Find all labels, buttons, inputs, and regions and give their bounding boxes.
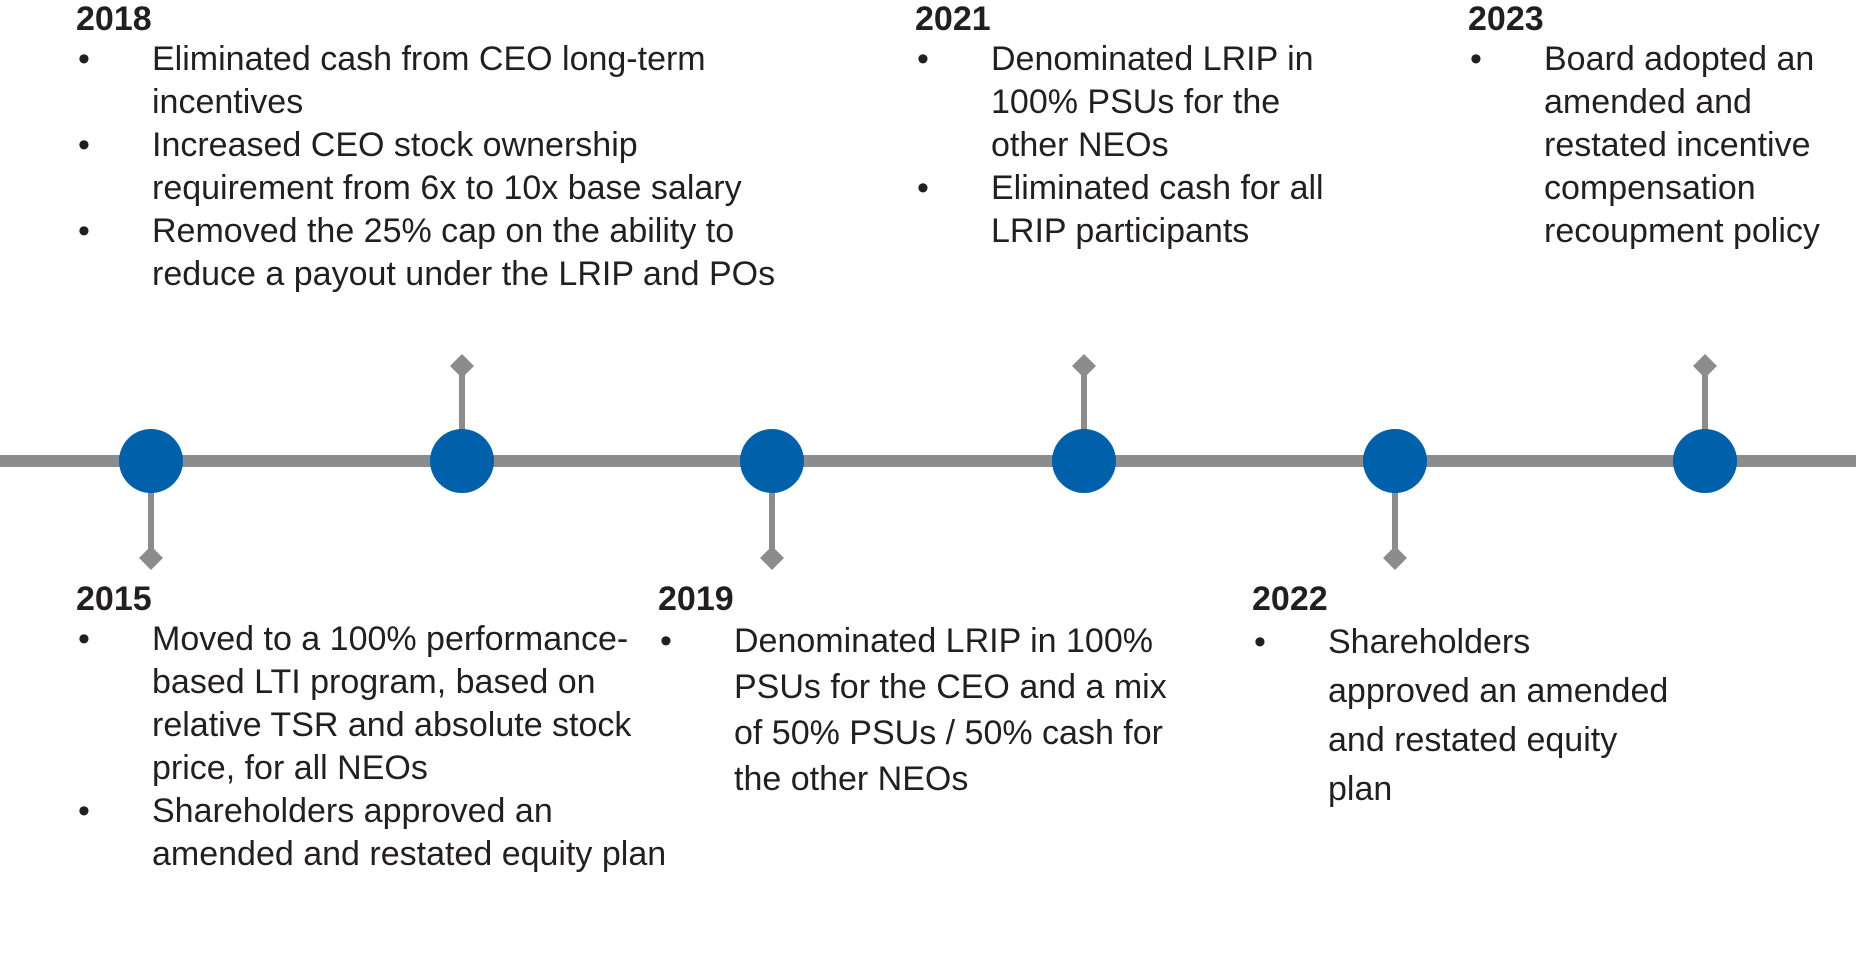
event-bullet: • Increased CEO stock ownership requireme… xyxy=(76,124,816,210)
bullet-marker: • xyxy=(660,622,672,660)
node-2019 xyxy=(740,429,804,493)
event-2019: 2019 • Denominated LRIP in 100% PSUs for … xyxy=(658,580,1178,802)
event-bullet: • Shareholders approved an amended and re… xyxy=(1252,618,1672,814)
event-bullet-list: • Eliminated cash from CEO long-term ince… xyxy=(76,38,816,296)
event-bullet-list: • Denominated LRIP in 100% PSUs for the o… xyxy=(915,38,1335,253)
event-bullet: • Moved to a 100% performance-based LTI p… xyxy=(76,618,676,790)
event-year: 2019 xyxy=(658,580,734,618)
bullet-marker: • xyxy=(917,40,929,78)
event-bullet: • Removed the 25% cap on the ability to r… xyxy=(76,210,816,296)
event-bullet-text: Eliminated cash for all LRIP participant… xyxy=(991,169,1324,250)
event-2023: 2023 • Board adopted an amended and resta… xyxy=(1468,0,1856,253)
bullet-marker: • xyxy=(917,169,929,207)
bullet-marker: • xyxy=(1254,623,1266,661)
bullet-marker: • xyxy=(78,620,90,658)
connector-2023 xyxy=(1693,354,1717,461)
node-2018 xyxy=(430,429,494,493)
event-year: 2015 xyxy=(76,580,152,618)
event-bullet-text: Eliminated cash from CEO long-term incen… xyxy=(152,40,706,121)
event-bullet: • Eliminated cash for all LRIP participan… xyxy=(915,167,1335,253)
connector-2021 xyxy=(1072,354,1096,461)
event-year: 2022 xyxy=(1252,580,1328,618)
event-bullet-text: Increased CEO stock ownership requiremen… xyxy=(152,126,742,207)
event-2015: 2015 • Moved to a 100% performance-based … xyxy=(76,580,676,876)
event-bullet-list: • Moved to a 100% performance-based LTI p… xyxy=(76,618,676,876)
connector-2022 xyxy=(1383,461,1407,570)
event-bullet-text: Denominated LRIP in 100% PSUs for the ot… xyxy=(991,40,1314,164)
connector-2019 xyxy=(760,461,784,570)
event-year: 2018 xyxy=(76,0,152,38)
event-bullet: • Eliminated cash from CEO long-term ince… xyxy=(76,38,816,124)
event-bullet-text: Shareholders approved an amended and res… xyxy=(152,792,667,873)
event-bullet-list: • Board adopted an amended and restated i… xyxy=(1468,38,1856,253)
bullet-marker: • xyxy=(78,40,90,78)
bullet-marker: • xyxy=(78,212,90,250)
node-2015 xyxy=(119,429,183,493)
bullet-marker: • xyxy=(78,792,90,830)
event-bullet: • Denominated LRIP in 100% PSUs for the o… xyxy=(915,38,1335,167)
event-bullet: • Board adopted an amended and restated i… xyxy=(1468,38,1856,253)
bullet-marker: • xyxy=(1470,40,1482,78)
node-2023 xyxy=(1673,429,1737,493)
event-bullet-text: Shareholders approved an amended and res… xyxy=(1328,623,1669,808)
event-bullet-text: Moved to a 100% performance-based LTI pr… xyxy=(152,620,632,787)
event-bullet-list: • Denominated LRIP in 100% PSUs for the C… xyxy=(658,618,1178,802)
event-bullet: • Shareholders approved an amended and re… xyxy=(76,790,676,876)
event-bullet-list: • Shareholders approved an amended and re… xyxy=(1252,618,1672,814)
event-2018: 2018 • Eliminated cash from CEO long-term… xyxy=(76,0,816,296)
connector-2018 xyxy=(450,354,474,461)
event-bullet: • Denominated LRIP in 100% PSUs for the C… xyxy=(658,618,1178,802)
bullet-marker: • xyxy=(78,126,90,164)
event-2022: 2022 • Shareholders approved an amended a… xyxy=(1252,580,1672,814)
event-bullet-text: Board adopted an amended and restated in… xyxy=(1544,40,1820,250)
node-2022 xyxy=(1363,429,1427,493)
timeline-axis-line xyxy=(0,455,1856,467)
event-bullet-text: Denominated LRIP in 100% PSUs for the CE… xyxy=(734,622,1167,798)
event-year: 2023 xyxy=(1468,0,1544,38)
event-bullet-text: Removed the 25% cap on the ability to re… xyxy=(152,212,776,293)
node-2021 xyxy=(1052,429,1116,493)
connector-2015 xyxy=(139,461,163,570)
event-2021: 2021 • Denominated LRIP in 100% PSUs for … xyxy=(915,0,1335,253)
event-year: 2021 xyxy=(915,0,991,38)
